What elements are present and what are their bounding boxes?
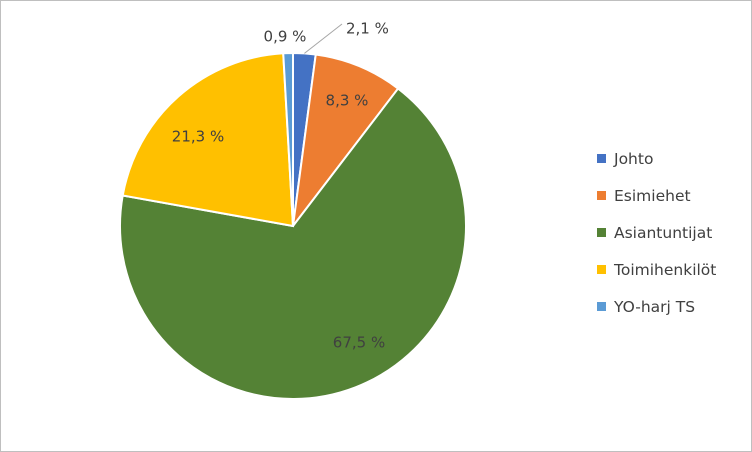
legend-swatch (597, 265, 606, 274)
pie-slices (119, 51, 467, 400)
chart-legend: Johto Esimiehet Asiantuntijat Toimihenkilöt… (597, 140, 747, 325)
data-label-asiantuntijat: 67,5 % (333, 334, 385, 352)
legend-swatch (597, 228, 606, 237)
legend-label: YO-harj TS (614, 297, 696, 316)
legend-swatch (597, 154, 606, 163)
data-label-esimiehet: 8,3 % (326, 92, 369, 110)
legend-item-johto: Johto (597, 140, 747, 177)
legend-label: Johto (614, 149, 654, 168)
data-label-yo-harj-ts: 0,9 % (264, 28, 307, 46)
legend-item-esimiehet: Esimiehet (597, 177, 747, 214)
pie-slice-yo-harj-ts (282, 51, 294, 227)
legend-swatch (597, 302, 606, 311)
pie-data-labels: 2,1 % 8,3 % 67,5 % 21,3 % 0,9 % (172, 20, 389, 352)
data-label-johto: 2,1 % (346, 20, 389, 38)
leader-line-johto (304, 23, 343, 54)
legend-item-toimihenkilot: Toimihenkilöt (597, 251, 747, 288)
legend-swatch (597, 191, 606, 200)
legend-label: Asiantuntijat (614, 223, 713, 242)
legend-item-asiantuntijat: Asiantuntijat (597, 214, 747, 251)
pie-slice-asiantuntijat (119, 87, 467, 400)
legend-item-yo-harj-ts: YO-harj TS (597, 288, 747, 325)
pie-slice-esimiehet (291, 53, 400, 230)
legend-label: Toimihenkilöt (614, 260, 717, 279)
data-label-toimihenkilot: 21,3 % (172, 128, 224, 146)
legend-label: Esimiehet (614, 186, 691, 205)
pie-slice-toimihenkilot (121, 52, 295, 228)
